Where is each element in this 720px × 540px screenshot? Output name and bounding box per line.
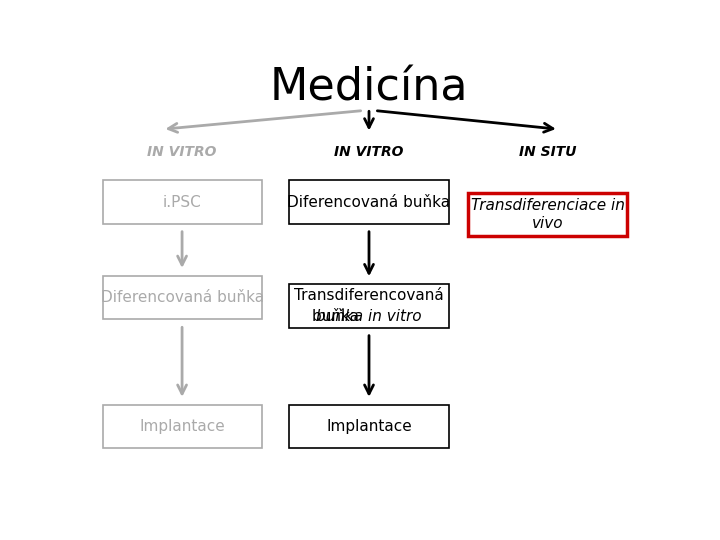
Text: IN SITU: IN SITU <box>519 145 576 159</box>
FancyBboxPatch shape <box>468 193 627 237</box>
FancyBboxPatch shape <box>289 284 449 328</box>
Text: IN VITRO: IN VITRO <box>148 145 217 159</box>
Text: Diferencovaná buňka: Diferencovaná buňka <box>287 194 451 210</box>
FancyBboxPatch shape <box>289 180 449 224</box>
Text: Implantace: Implantace <box>326 419 412 434</box>
FancyBboxPatch shape <box>102 276 261 320</box>
Text: i.PSC: i.PSC <box>163 194 202 210</box>
FancyBboxPatch shape <box>289 404 449 448</box>
Text: Medicína: Medicína <box>270 66 468 109</box>
Text: Implantace: Implantace <box>139 419 225 434</box>
Text: Diferencovaná buňka: Diferencovaná buňka <box>101 290 264 305</box>
Text: buňka: buňka <box>312 309 364 324</box>
FancyBboxPatch shape <box>102 404 261 448</box>
Text: Transdiferenciace in
vivo: Transdiferenciace in vivo <box>471 198 624 231</box>
Text: IN VITRO: IN VITRO <box>334 145 404 159</box>
Text: buňka in vitro: buňka in vitro <box>316 309 422 324</box>
FancyBboxPatch shape <box>102 180 261 224</box>
Text: Transdiferencovaná: Transdiferencovaná <box>294 288 444 303</box>
